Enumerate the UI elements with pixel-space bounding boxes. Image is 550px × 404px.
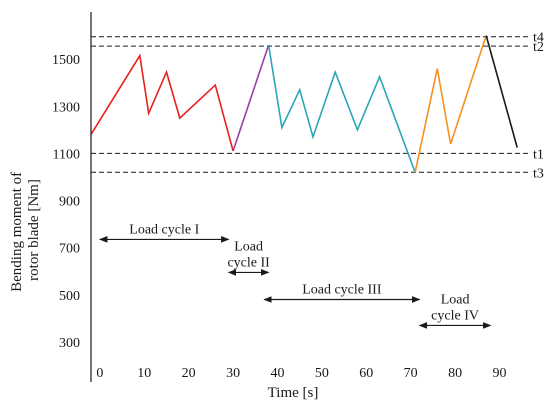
load-cycle-label-3: Load cycle III <box>302 283 382 298</box>
x-tick-label-10: 10 <box>137 366 151 381</box>
x-tick-labels: 0 10 20 30 40 50 60 70 80 90 <box>96 366 506 381</box>
reference-line-label-t4: t4 <box>533 31 544 46</box>
series-lines <box>90 35 518 173</box>
load-cycle-label-2-line-1: Load <box>234 239 263 254</box>
y-tick-label-700: 700 <box>59 242 80 257</box>
y-tick-label-1500: 1500 <box>52 53 80 68</box>
reference-line-label-t1: t1 <box>533 147 544 162</box>
load-cycle-label-1: Load cycle I <box>129 222 199 237</box>
x-tick-label-70: 70 <box>404 366 418 381</box>
x-tick-label-40: 40 <box>270 366 284 381</box>
x-tick-label-30: 30 <box>226 366 240 381</box>
y-tick-label-300: 300 <box>59 336 80 351</box>
series-line-2 <box>232 44 270 152</box>
x-axis-title: Time [s] <box>268 385 319 401</box>
load-cycle-label-4-line-2: cycle IV <box>431 308 479 323</box>
series-line-5 <box>485 35 518 148</box>
load-cycle-label-4-line-1: Load <box>441 292 470 307</box>
series-line-3 <box>267 44 416 173</box>
series-line-1 <box>90 53 234 152</box>
reference-line-label-t3: t3 <box>533 166 544 181</box>
y-axis-title-line-2: rotor blade [Nm] <box>26 179 42 281</box>
load-cycle-label-2-line-2: cycle II <box>227 255 270 270</box>
y-axis-title: Bending moment of rotor blade [Nm] <box>9 168 42 292</box>
x-tick-label-0: 0 <box>96 366 103 381</box>
y-axis-title-line-1: Bending moment of <box>9 172 25 292</box>
series-line-4 <box>414 35 487 173</box>
x-tick-label-90: 90 <box>492 366 506 381</box>
y-tick-label-500: 500 <box>59 289 80 304</box>
y-tick-label-900: 900 <box>59 195 80 210</box>
y-tick-label-1300: 1300 <box>52 100 80 115</box>
reference-line-label-t2: t2 <box>533 40 544 55</box>
x-tick-label-80: 80 <box>448 366 462 381</box>
y-tick-labels: 300 500 700 900 1100 1300 1500 <box>52 53 80 351</box>
x-tick-label-20: 20 <box>182 366 196 381</box>
y-tick-label-1100: 1100 <box>53 147 80 162</box>
x-tick-label-60: 60 <box>359 366 373 381</box>
x-tick-label-50: 50 <box>315 366 329 381</box>
